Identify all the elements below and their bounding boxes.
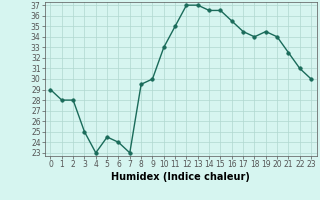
X-axis label: Humidex (Indice chaleur): Humidex (Indice chaleur) — [111, 172, 250, 182]
